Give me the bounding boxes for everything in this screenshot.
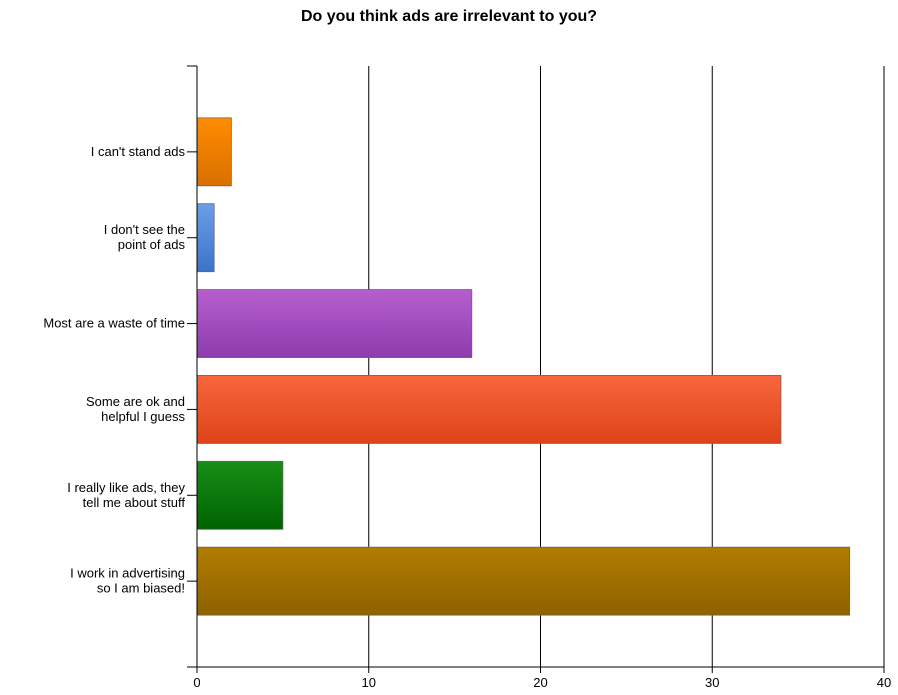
axis-layer: 0 10 20 30 40 I can't stand ads I don't see th… [43, 65, 891, 690]
bar [196, 546, 851, 616]
category-label: I don't see the point of ads [104, 222, 186, 252]
category-label: Most are a waste of time [43, 316, 185, 331]
x-tick-label: 40 [877, 675, 891, 690]
x-tick-label: 10 [362, 675, 376, 690]
bar [196, 375, 782, 444]
x-tick-label: 30 [705, 675, 719, 690]
category-label: I work in advertising so I am biased! [70, 566, 185, 596]
category-label: I can't stand ads [91, 144, 186, 159]
bar [196, 203, 215, 273]
x-tick-label: 20 [533, 675, 547, 690]
x-tick-label: 0 [193, 675, 200, 690]
category-label: I really like ads, they tell me about stu… [67, 480, 185, 510]
bar-layer [196, 117, 851, 616]
chart-title: Do you think ads are irrelevant to you? [300, 8, 598, 25]
bar [196, 117, 232, 187]
category-label: Some are ok and helpful I guess [86, 394, 186, 424]
bar [196, 289, 473, 358]
bar [196, 460, 284, 530]
